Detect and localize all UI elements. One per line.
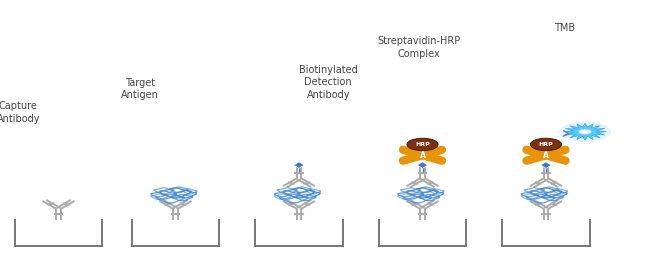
Text: Capture
Antibody: Capture Antibody <box>0 101 40 124</box>
Polygon shape <box>417 162 428 168</box>
Text: HRP: HRP <box>415 142 430 147</box>
Text: TMB: TMB <box>554 23 575 33</box>
Text: HRP: HRP <box>539 142 553 147</box>
Text: A: A <box>419 151 426 160</box>
Text: A: A <box>543 151 549 160</box>
Circle shape <box>559 121 611 142</box>
Polygon shape <box>541 162 551 168</box>
Circle shape <box>407 138 438 151</box>
Circle shape <box>578 129 592 134</box>
Text: Target
Antigen: Target Antigen <box>121 78 159 100</box>
Polygon shape <box>564 123 606 140</box>
Circle shape <box>530 138 562 151</box>
Text: Biotinylated
Detection
Antibody: Biotinylated Detection Antibody <box>299 65 358 100</box>
Text: Streptavidin-HRP
Complex: Streptavidin-HRP Complex <box>378 36 461 59</box>
Polygon shape <box>294 162 304 168</box>
